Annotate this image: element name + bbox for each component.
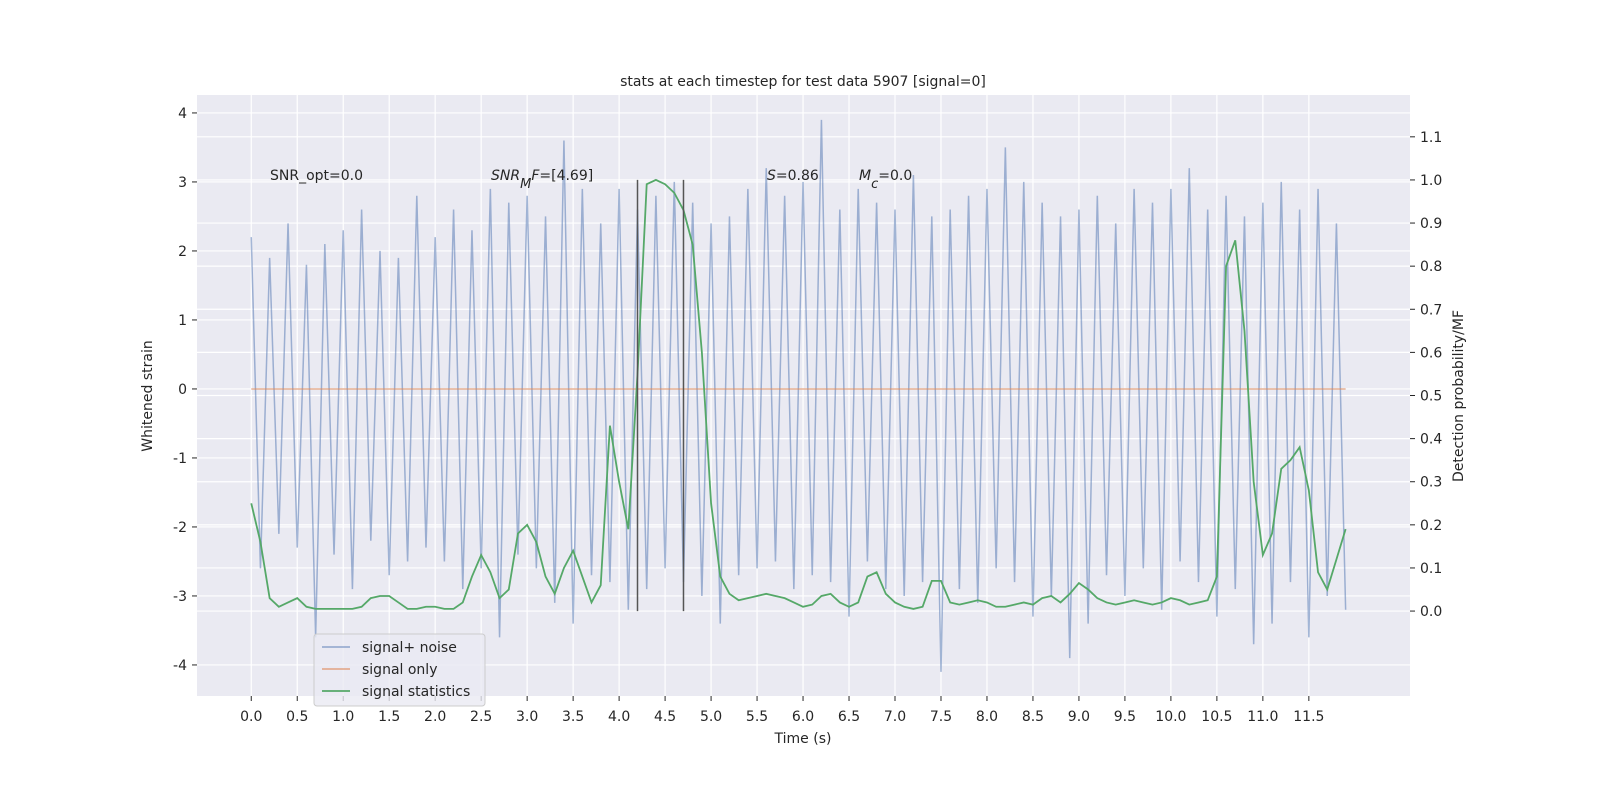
annotation-part: c: [871, 177, 878, 192]
x-tick-label: 10.5: [1201, 709, 1232, 725]
series-line: [250, 178, 1347, 610]
x-tick-label: 11.5: [1293, 709, 1324, 725]
annotation-part: M: [859, 168, 871, 184]
y2-tick-label: 1.1: [1420, 130, 1442, 146]
annotation-part: =0.86: [776, 168, 819, 184]
x-tick-label: 0.0: [240, 709, 262, 725]
x-tick-label: 1.5: [378, 709, 400, 725]
x-axis-label: Time (s): [774, 731, 832, 747]
x-tick-label: 4.5: [654, 709, 676, 725]
annotation-part: M: [520, 177, 531, 192]
y2-tick-label: 0.4: [1420, 432, 1442, 448]
annotation-part: =[4.69]: [539, 168, 593, 184]
x-tick-label: 11.0: [1247, 709, 1278, 725]
y-tick-label: -1: [173, 451, 187, 467]
legend-label: signal statistics: [362, 684, 470, 700]
legend-label: signal only: [362, 662, 437, 678]
y-tick-label: -2: [173, 520, 187, 536]
x-tick-label: 6.0: [792, 709, 814, 725]
y2-tick-label: 0.7: [1420, 302, 1442, 318]
x-tick-label: 9.5: [1114, 709, 1136, 725]
x-tick-label: 4.0: [608, 709, 630, 725]
annotation: Mc=0.0: [859, 168, 912, 192]
annotation-part: S: [767, 168, 776, 184]
y-tick-label: -3: [173, 589, 187, 605]
x-tick-label: 1.0: [332, 709, 354, 725]
y2-axis-label: Detection probability/MF: [1451, 310, 1467, 482]
legend-label: signal+ noise: [362, 640, 457, 656]
y2-tick-label: 0.3: [1420, 475, 1442, 491]
x-tick-label: 0.5: [286, 709, 308, 725]
y-tick-label: 4: [178, 106, 187, 122]
x-tick-label: 5.0: [700, 709, 722, 725]
x-tick-label: 5.5: [746, 709, 768, 725]
series-line: [250, 119, 1347, 672]
y-tick-label: 2: [178, 244, 187, 260]
x-tick-label: 7.5: [930, 709, 952, 725]
y2-tick-label: 0.8: [1420, 259, 1442, 275]
annotation-part: SNR_opt=0.0: [270, 168, 363, 184]
y-tick-label: -4: [173, 658, 187, 674]
annotation-part: =0.0: [878, 168, 912, 184]
chart-title: stats at each timestep for test data 590…: [620, 74, 986, 90]
x-tick-label: 6.5: [838, 709, 860, 725]
y2-tick-label: 0.9: [1420, 216, 1442, 232]
annotation-part: F: [531, 168, 540, 184]
y2-tick-label: 0.2: [1420, 518, 1442, 534]
annotation: SNRMF=[4.69]: [491, 168, 593, 192]
y2-tick-label: 0.5: [1420, 389, 1442, 405]
x-tick-label: 3.5: [562, 709, 584, 725]
y2-tick-label: 0.1: [1420, 561, 1442, 577]
annotation: SNR_opt=0.0: [270, 168, 363, 184]
y-tick-label: 1: [178, 313, 187, 329]
y-axis-label: Whitened strain: [140, 340, 156, 451]
legend-box: [313, 633, 486, 707]
y-tick-label: 3: [178, 175, 187, 191]
y2-tick-label: 0.0: [1420, 604, 1442, 620]
x-tick-label: 3.0: [516, 709, 538, 725]
annotation: S=0.86: [767, 168, 819, 184]
y2-tick-label: 1.0: [1420, 173, 1442, 189]
x-tick-label: 9.0: [1068, 709, 1090, 725]
x-tick-label: 8.5: [1022, 709, 1044, 725]
y2-tick-label: 0.6: [1420, 345, 1442, 361]
annotation-part: SNR: [491, 168, 520, 184]
x-tick-label: 2.5: [470, 709, 492, 725]
x-tick-label: 10.0: [1155, 709, 1186, 725]
x-tick-label: 2.0: [424, 709, 446, 725]
x-tick-label: 8.0: [976, 709, 998, 725]
y-tick-label: 0: [178, 382, 187, 398]
x-tick-label: 7.0: [884, 709, 906, 725]
